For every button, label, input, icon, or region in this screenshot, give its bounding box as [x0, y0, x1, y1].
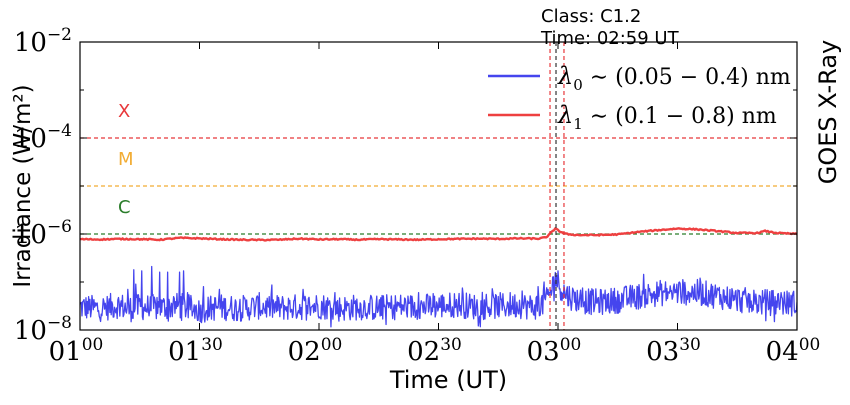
flare-markers	[549, 42, 565, 330]
y-tick-exponent: −2	[47, 25, 72, 45]
legend-range: ∼ (0.05 − 0.4) nm	[583, 65, 791, 90]
axes-layer: 0100 0130 0200 0230 0300 0330 040010−810−610−4…	[14, 25, 821, 367]
legend-lambda: λ	[557, 62, 573, 90]
x-axis-label: Time (UT)	[389, 366, 507, 394]
x-tick-minute: 00	[560, 335, 582, 355]
class-label-m: M	[118, 149, 134, 170]
y-tick-label: 10−2	[14, 25, 72, 58]
x-tick-minute: 30	[201, 335, 223, 355]
y-tick-exponent: −4	[47, 121, 72, 141]
legend-lambda: λ	[557, 101, 573, 129]
x-tick-minute: 00	[321, 335, 343, 355]
y-tick-base: 10	[14, 220, 47, 250]
flare-class-text: Class: C1.2	[541, 6, 641, 27]
x-tick-hour: 03	[527, 337, 560, 367]
x-tick-hour: 01	[168, 337, 201, 367]
x-tick-hour: 02	[407, 337, 440, 367]
y-tick-label: 10−4	[14, 121, 72, 154]
x-tick-label: 0330	[646, 335, 701, 367]
flare-time-text: Time: 02:59 UT	[540, 28, 680, 49]
x-tick-minute: 30	[440, 335, 462, 355]
series-layer	[80, 227, 797, 328]
x-tick-minute: 00	[799, 335, 821, 355]
x-tick-hour: 03	[646, 337, 679, 367]
y-axis-label: Irradiance (W/m²)	[10, 84, 36, 287]
x-tick-label: 0130	[168, 335, 223, 367]
x-tick-minute: 30	[679, 335, 701, 355]
x-tick-label: 0200	[288, 335, 343, 367]
x-tick-minute: 00	[82, 335, 104, 355]
x-tick-label: 0300	[527, 335, 582, 367]
y-tick-exponent: −6	[47, 217, 72, 237]
y-tick-base: 10	[14, 316, 47, 346]
legend-entry-0: λ0 ∼ (0.05 − 0.4) nm	[557, 62, 791, 94]
x-tick-label: 0400	[766, 335, 821, 367]
instrument-label: GOES X-Ray	[814, 40, 842, 184]
y-tick-label: 10−8	[14, 313, 72, 346]
x-tick-label: 0230	[407, 335, 462, 367]
labels-layer: Time (UT) Irradiance (W/m²) GOES X-Ray Clas…	[10, 6, 842, 394]
x-tick-label: 0100	[49, 335, 104, 367]
legend-subscript: 1	[573, 115, 583, 133]
y-tick-exponent: −8	[47, 313, 72, 333]
class-label-c: C	[118, 197, 131, 218]
x-tick-hour: 02	[288, 337, 321, 367]
class-label-x: X	[118, 101, 130, 122]
legend-entry-1: λ1 ∼ (0.1 − 0.8) nm	[557, 101, 777, 133]
y-tick-base: 10	[14, 28, 47, 58]
legend-range: ∼ (0.1 − 0.8) nm	[583, 104, 777, 129]
legend-subscript: 0	[573, 76, 583, 94]
y-tick-label: 10−6	[14, 217, 72, 250]
series-line-lambda1	[80, 227, 797, 242]
class-thresholds: X M C	[80, 101, 797, 235]
x-tick-hour: 04	[766, 337, 799, 367]
series-line-lambda0	[80, 265, 797, 328]
x-tick-hour: 01	[49, 337, 82, 367]
y-tick-base: 10	[14, 124, 47, 154]
